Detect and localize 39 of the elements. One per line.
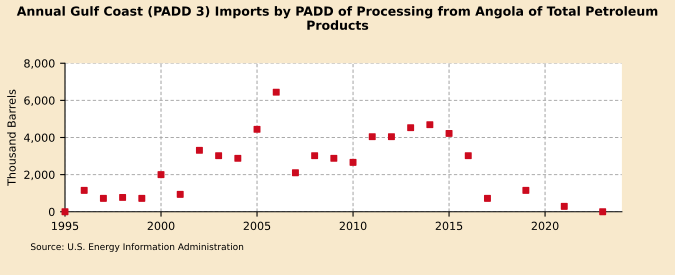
point [138, 194, 146, 202]
x-tick-label: 2005 [244, 222, 270, 230]
y-tick-label: 2,000 [24, 170, 55, 180]
point [350, 158, 357, 166]
point [311, 152, 318, 160]
point [368, 133, 376, 140]
x-tick-label: 2010 [340, 222, 366, 230]
point [80, 186, 88, 194]
point [560, 202, 568, 210]
point [484, 194, 491, 202]
point [292, 169, 299, 176]
source-note: Source: U.S. Energy Information Administration [30, 243, 244, 252]
point [176, 190, 184, 198]
x-tick-label: 2015 [436, 222, 462, 230]
point [522, 186, 530, 194]
point [254, 126, 260, 133]
x-tick-label: 1995 [52, 222, 78, 230]
y-tick-label: 4,000 [24, 133, 55, 144]
point [599, 208, 606, 216]
point [464, 152, 472, 160]
y-tick-label: 6,000 [24, 96, 55, 106]
y-tick-label: 8,000 [24, 59, 55, 69]
y-tick-label: 0 [48, 208, 55, 216]
point [119, 194, 126, 201]
point [407, 124, 414, 132]
point [196, 146, 203, 154]
x-tick-label: 2000 [148, 222, 174, 230]
point [158, 171, 164, 178]
y-axis-title: Thousand Barrels [7, 90, 16, 186]
point [272, 88, 280, 96]
point [446, 130, 453, 137]
point [426, 121, 434, 128]
point [388, 133, 395, 140]
point [330, 154, 338, 162]
x-tick-label: 2020 [532, 222, 558, 230]
chart-title: Annual Gulf Coast (PADD 3) Imports by PADD of Processing from Angola of Total Petroleum Products [16, 6, 658, 30]
point [215, 152, 222, 160]
point [234, 154, 242, 162]
point [100, 194, 107, 202]
